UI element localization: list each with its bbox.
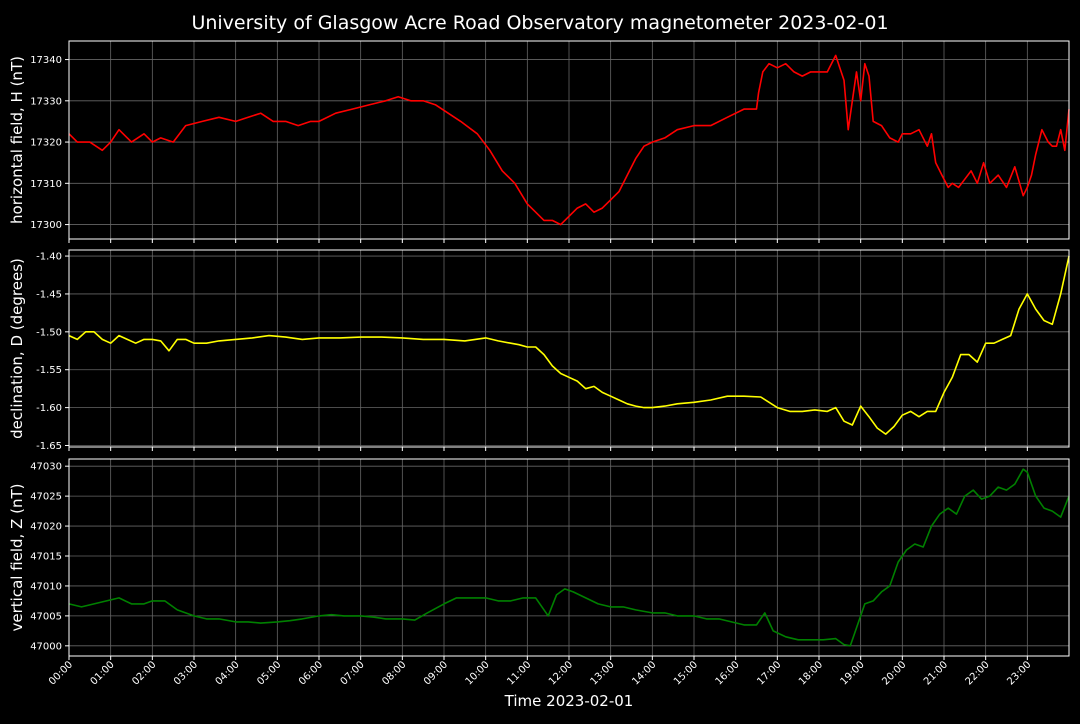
y-tick-label: 47005 — [30, 611, 62, 622]
series-line-h — [68, 54, 1070, 226]
y-tick-label: 17310 — [30, 179, 62, 190]
y-tick-label: 17330 — [30, 96, 62, 107]
y-tick-label: -1.50 — [36, 327, 62, 338]
series-line-z — [68, 468, 1070, 647]
y-tick-label: 17340 — [30, 55, 62, 66]
y-axis-label-d: declination, D (degrees) — [8, 258, 26, 439]
y-tick-label: 47030 — [30, 462, 62, 473]
y-tick-label: 47020 — [30, 522, 62, 533]
y-tick-label: 47010 — [30, 581, 62, 592]
series-line-d — [68, 255, 1070, 435]
y-tick-label: 17320 — [30, 138, 62, 149]
y-tick-label: -1.55 — [36, 365, 62, 376]
chart-title: University of Glasgow Acre Road Observat… — [191, 12, 888, 34]
y-tick-label: -1.45 — [36, 289, 62, 300]
panel-d: -1.65 -1.60 -1.55 -1.50 -1.45 -1.40 declinatio… — [8, 249, 1070, 452]
y-axis-label-z: vertical field, Z (nT) — [8, 483, 26, 631]
panel-h: 17300 17310 17320 17330 17340 horizontal fiel… — [8, 40, 1070, 243]
panel-z: 47000 47005 47010 47015 47020 47025 47030 verti… — [8, 458, 1070, 660]
y-tick-label: 47015 — [30, 552, 62, 563]
y-axis-label-h: horizontal field, H (nT) — [8, 56, 26, 224]
axes-frame — [68, 40, 1070, 240]
y-tick-label: -1.60 — [36, 403, 62, 414]
axes-frame — [68, 458, 1070, 657]
y-tick-label: 17300 — [30, 220, 62, 231]
y-tick-label: 47000 — [30, 641, 62, 652]
y-tick-label: -1.65 — [36, 441, 62, 452]
y-tick-label: -1.40 — [36, 252, 62, 263]
axes-frame — [68, 249, 1070, 448]
y-tick-label: 47025 — [30, 492, 62, 503]
x-axis-label: Time 2023-02-01 — [504, 692, 634, 710]
